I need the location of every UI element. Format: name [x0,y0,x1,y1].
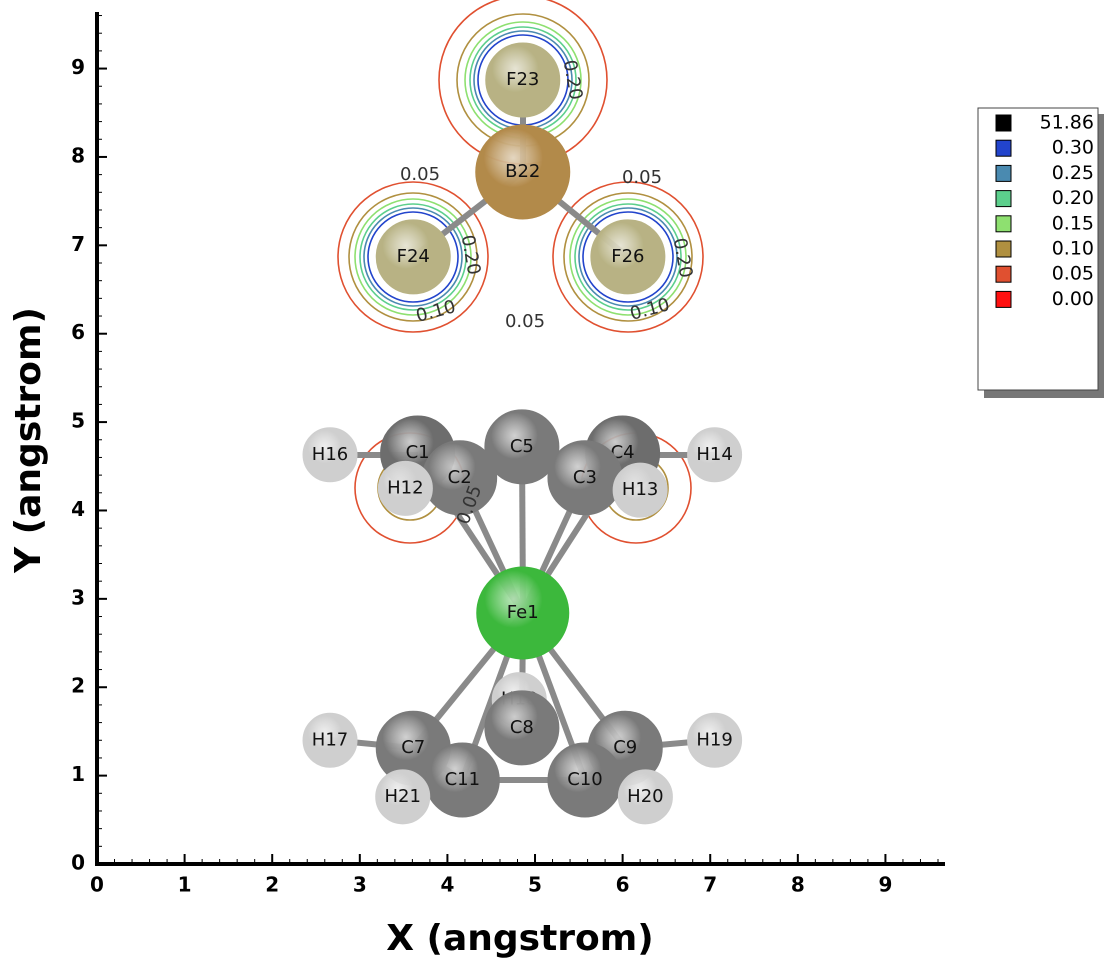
atom-label: H20 [627,786,663,807]
atom-label: C11 [445,769,480,790]
y-axis-label: Y (angstrom) [8,307,49,574]
legend-label: 0.05 [1052,263,1094,285]
legend-swatch [996,140,1011,156]
atom-label: Fe1 [507,602,539,623]
legend-label: 0.15 [1052,212,1094,234]
x-tick-label: 8 [791,873,805,897]
contour-label: 0.05 [400,164,440,185]
contour-label: 0.20 [559,58,587,101]
atom-label: C3 [573,467,597,488]
legend-label: 0.30 [1052,137,1094,159]
x-tick-label: 2 [265,873,279,897]
legend-swatch [996,115,1011,131]
contour-label: 0.10 [628,294,672,325]
y-tick-label: 5 [71,409,85,433]
legend-label: 0.10 [1052,238,1094,260]
atom-label: H17 [312,729,348,750]
contour-label: 0.05 [505,311,545,332]
legend-label: 0.25 [1052,162,1094,184]
atom-label: C8 [510,717,534,738]
atom-label: H12 [387,477,423,498]
x-axis-label: X (angstrom) [386,918,654,959]
x-tick-label: 0 [90,873,104,897]
y-tick-label: 3 [71,585,85,609]
legend-label: 0.20 [1052,187,1094,209]
y-tick-label: 9 [71,55,85,79]
atom-label: F23 [506,69,539,90]
x-tick-label: 1 [178,873,192,897]
legend-swatch [996,216,1011,232]
y-tick-label: 7 [71,232,85,256]
x-tick-label: 3 [353,873,367,897]
atom-label: H13 [622,479,658,500]
legend-label: 0.00 [1052,288,1094,310]
x-tick-label: 6 [616,873,630,897]
atom-label: C7 [401,737,425,758]
x-tick-label: 9 [878,873,892,897]
y-tick-label: 1 [71,762,85,786]
atom-label: H14 [696,444,732,465]
legend-swatch [996,241,1011,257]
atom-label: H19 [696,729,732,750]
chart: C1C4H18H16H14C5C2H12C3H13Fe1H17C7C8C9H19… [0,0,1110,967]
y-tick-label: 8 [71,143,85,167]
atom-label: H21 [385,786,421,807]
legend-label: 51.86 [1040,112,1094,134]
legend-swatch [996,165,1011,181]
atom-label: F24 [397,246,430,267]
x-tick-label: 7 [703,873,717,897]
y-tick-label: 0 [71,851,85,875]
legend-swatch [996,191,1011,207]
atoms: C1C4H18H16H14C5C2H12C3H13Fe1H17C7C8C9H19… [303,43,742,824]
atom-label: C1 [406,442,430,463]
page: C1C4H18H16H14C5C2H12C3H13Fe1H17C7C8C9H19… [0,0,1110,971]
y-tick-label: 4 [71,497,85,521]
legend-swatch [996,291,1011,307]
contour-label: 0.20 [669,236,697,279]
y-tick-label: 2 [71,674,85,698]
atom-label: C5 [510,436,534,457]
atom-label: H16 [312,444,348,465]
x-tick-label: 5 [528,873,542,897]
atom-label: F26 [611,246,644,267]
x-tick-label: 4 [440,873,454,897]
contour-label: 0.05 [622,167,662,188]
atom-label: C9 [613,737,637,758]
y-tick-label: 6 [71,320,85,344]
atom-label: B22 [505,161,540,182]
atom-label: C10 [567,769,602,790]
legend-swatch [996,266,1011,282]
